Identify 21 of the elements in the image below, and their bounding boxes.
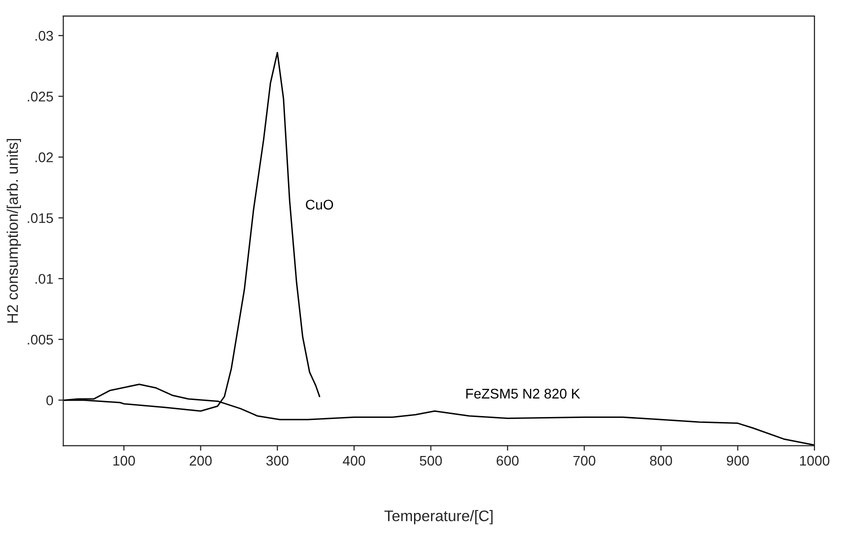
y-tick-label: .005	[28, 334, 53, 345]
series-label: FeZSM5 N2 820 K	[466, 388, 580, 399]
x-axis-title: Temperature/[C]	[384, 510, 493, 524]
y-tick-label: .025	[28, 92, 53, 102]
y-tick-label: .015	[28, 213, 53, 224]
x-tick-label: 600	[496, 456, 519, 466]
y-tick-label: 0	[46, 395, 54, 406]
x-tick-label: 300	[266, 456, 288, 466]
y-axis-title: H2 consumption/[arb. units]	[6, 139, 21, 323]
x-tick-label: 900	[726, 456, 749, 466]
x-tick-label: 1000	[800, 456, 830, 466]
x-tick-label: 100	[113, 456, 135, 466]
x-tick-label: 400	[342, 456, 366, 466]
x-tick-label: 700	[573, 456, 596, 466]
x-tick-label: 800	[650, 456, 672, 466]
y-tick-label: .03	[36, 30, 53, 41]
x-tick-label: 200	[190, 456, 212, 466]
x-tick-label: 500	[420, 456, 442, 466]
y-tick-label: .01	[36, 274, 53, 284]
series-label: CuO	[306, 200, 334, 210]
y-tick-label: .02	[36, 152, 53, 162]
